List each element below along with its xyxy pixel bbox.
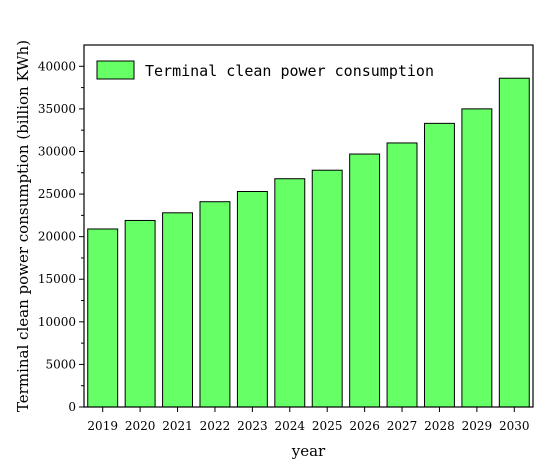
y-tick-label: 25000 <box>38 187 76 201</box>
y-tick-label: 15000 <box>38 272 76 286</box>
y-tick-label: 35000 <box>38 102 76 116</box>
bar-2030 <box>498 77 530 408</box>
y-axis-title: Terminal clean power consumption (billio… <box>14 40 32 412</box>
y-tick-label: 0 <box>68 400 76 414</box>
bar-2022 <box>199 201 231 408</box>
bar-2021 <box>162 212 194 408</box>
x-tick-label: 2030 <box>499 419 530 433</box>
legend-swatch <box>96 60 135 80</box>
bar-2023 <box>236 191 268 408</box>
y-tick-label: 20000 <box>38 230 76 244</box>
x-tick-label: 2023 <box>237 419 268 433</box>
bar-2024 <box>274 178 306 408</box>
bar-2020 <box>124 219 156 408</box>
y-tick-label: 10000 <box>38 315 76 329</box>
x-tick-label: 2021 <box>162 419 193 433</box>
y-tick-label: 40000 <box>38 59 76 73</box>
bar-2028 <box>423 122 455 408</box>
x-axis-ticks: 2019 2020 2021 2022 2023 2024 2025 2026 2027 2028… <box>87 407 530 433</box>
bars-group <box>87 77 530 408</box>
y-tick-label: 30000 <box>38 144 76 158</box>
y-axis-ticks: 0 5000 10000 15000 20000 25000 30000 35000 40000 <box>38 59 84 414</box>
x-tick-label: 2026 <box>349 419 380 433</box>
x-tick-label: 2019 <box>87 419 118 433</box>
x-axis-title: year <box>291 442 326 460</box>
x-tick-label: 2029 <box>462 419 493 433</box>
x-tick-label: 2025 <box>312 419 343 433</box>
x-tick-label: 2020 <box>125 419 156 433</box>
bar-2025 <box>311 169 343 408</box>
y-tick-label: 5000 <box>45 357 76 371</box>
plot-frame <box>83 44 534 408</box>
bar-2026 <box>349 153 381 408</box>
x-tick-label: 2027 <box>387 419 418 433</box>
legend: Terminal clean power consumption <box>96 60 434 80</box>
bar-2027 <box>386 142 418 408</box>
bar-2019 <box>87 228 119 408</box>
x-tick-label: 2024 <box>275 419 306 433</box>
legend-label: Terminal clean power consumption <box>145 62 434 80</box>
x-tick-label: 2028 <box>424 419 455 433</box>
bar-2029 <box>461 108 493 408</box>
x-tick-label: 2022 <box>200 419 231 433</box>
